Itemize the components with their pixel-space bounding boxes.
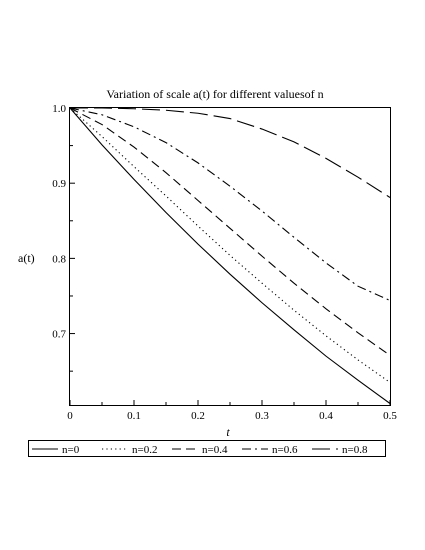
legend-label: n=0.4 — [202, 444, 228, 456]
axis-ticks: 0 0.1 0.2 0.3 0.4 0.5 0.7 0.8 0.9 1.0 — [52, 103, 397, 422]
y-tick-label: 1.0 — [52, 103, 66, 115]
x-tick-label: 0.4 — [319, 410, 333, 422]
y-tick-label: 0.7 — [52, 329, 66, 341]
series-layer — [69, 107, 391, 404]
series-line — [69, 107, 391, 301]
legend-box — [28, 440, 386, 457]
legend-label: n=0.6 — [272, 444, 298, 456]
x-tick-label: 0.5 — [383, 410, 397, 422]
x-tick-label: 0.2 — [191, 410, 205, 422]
series-line — [69, 107, 391, 356]
x-tick-label: 0.1 — [127, 410, 141, 422]
series-line — [69, 107, 391, 404]
y-tick-label: 0.8 — [52, 253, 66, 265]
legend-label: n=0.8 — [342, 444, 368, 456]
x-tick-label: 0.3 — [255, 410, 269, 422]
x-tick-label: 0 — [67, 410, 73, 422]
plot-frame — [69, 107, 391, 406]
legend-label: n=0 — [62, 444, 80, 456]
y-tick-label: 0.9 — [52, 178, 66, 190]
y-axis-label: a(t) — [18, 251, 35, 265]
legend-label: n=0.2 — [132, 444, 157, 456]
series-line — [70, 107, 391, 198]
legend: n=0 n=0.2 n=0.4 n=0.6 n=0.8 — [28, 440, 386, 457]
chart-title: Variation of scale a(t) for different va… — [106, 87, 323, 101]
x-axis-label: t — [226, 425, 230, 439]
series-line — [69, 107, 391, 383]
